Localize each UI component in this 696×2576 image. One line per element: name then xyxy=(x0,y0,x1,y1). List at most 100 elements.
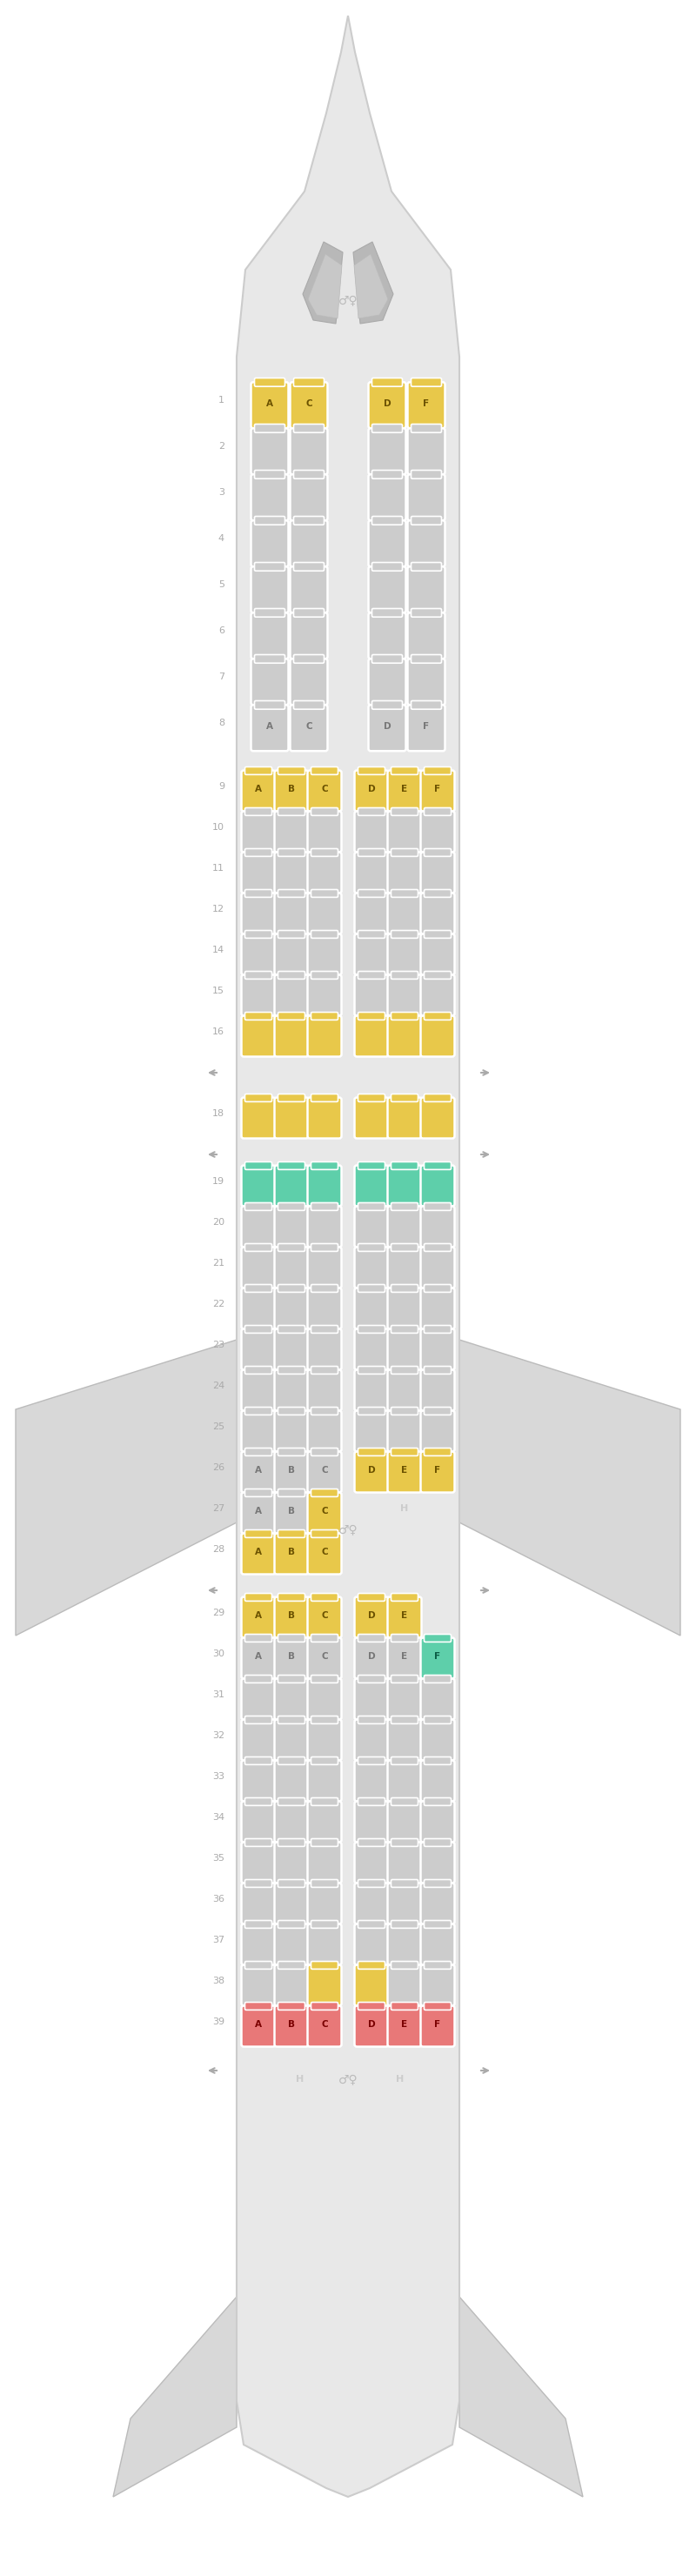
FancyBboxPatch shape xyxy=(245,1012,272,1020)
FancyBboxPatch shape xyxy=(242,935,276,974)
FancyBboxPatch shape xyxy=(245,1285,272,1293)
FancyBboxPatch shape xyxy=(391,1595,418,1602)
FancyBboxPatch shape xyxy=(242,1453,276,1492)
FancyBboxPatch shape xyxy=(308,1015,342,1056)
FancyBboxPatch shape xyxy=(358,1203,385,1211)
FancyBboxPatch shape xyxy=(420,811,454,853)
FancyBboxPatch shape xyxy=(274,1164,308,1206)
FancyBboxPatch shape xyxy=(354,1097,388,1139)
FancyBboxPatch shape xyxy=(408,613,445,659)
FancyBboxPatch shape xyxy=(372,654,402,662)
FancyBboxPatch shape xyxy=(372,425,402,433)
FancyBboxPatch shape xyxy=(274,1680,308,1721)
FancyBboxPatch shape xyxy=(308,1329,342,1370)
FancyBboxPatch shape xyxy=(274,1492,308,1533)
FancyBboxPatch shape xyxy=(424,1757,451,1765)
FancyBboxPatch shape xyxy=(245,1530,272,1538)
FancyBboxPatch shape xyxy=(294,471,324,479)
FancyBboxPatch shape xyxy=(311,1162,338,1170)
FancyBboxPatch shape xyxy=(358,1839,385,1847)
FancyBboxPatch shape xyxy=(308,1883,342,1924)
FancyBboxPatch shape xyxy=(372,471,402,479)
FancyBboxPatch shape xyxy=(242,1164,276,1206)
FancyBboxPatch shape xyxy=(311,971,338,979)
Text: A: A xyxy=(266,721,273,732)
FancyBboxPatch shape xyxy=(420,1288,454,1329)
FancyBboxPatch shape xyxy=(274,1329,308,1370)
FancyBboxPatch shape xyxy=(354,1206,388,1247)
FancyBboxPatch shape xyxy=(278,1633,305,1641)
Polygon shape xyxy=(113,2298,237,2496)
FancyBboxPatch shape xyxy=(242,1329,276,1370)
FancyBboxPatch shape xyxy=(411,608,441,618)
FancyBboxPatch shape xyxy=(358,1448,385,1455)
FancyBboxPatch shape xyxy=(245,768,272,775)
Text: 34: 34 xyxy=(212,1814,224,1821)
FancyBboxPatch shape xyxy=(308,1370,342,1412)
FancyBboxPatch shape xyxy=(242,853,276,894)
FancyBboxPatch shape xyxy=(242,1597,276,1638)
FancyBboxPatch shape xyxy=(278,848,305,855)
FancyBboxPatch shape xyxy=(308,1801,342,1842)
FancyBboxPatch shape xyxy=(245,1595,272,1602)
FancyBboxPatch shape xyxy=(388,894,422,935)
FancyBboxPatch shape xyxy=(354,1453,388,1492)
FancyBboxPatch shape xyxy=(242,1680,276,1721)
Text: F: F xyxy=(434,1466,441,1476)
FancyBboxPatch shape xyxy=(294,654,324,662)
FancyBboxPatch shape xyxy=(408,474,445,520)
FancyBboxPatch shape xyxy=(368,520,406,567)
FancyBboxPatch shape xyxy=(354,935,388,974)
FancyBboxPatch shape xyxy=(274,1097,308,1139)
FancyBboxPatch shape xyxy=(420,1015,454,1056)
Text: 37: 37 xyxy=(212,1935,224,1945)
FancyBboxPatch shape xyxy=(245,1162,272,1170)
FancyBboxPatch shape xyxy=(242,1965,276,2007)
FancyBboxPatch shape xyxy=(420,1164,454,1206)
Text: A: A xyxy=(255,1651,262,1662)
FancyBboxPatch shape xyxy=(388,1247,422,1288)
FancyBboxPatch shape xyxy=(411,562,441,572)
FancyBboxPatch shape xyxy=(278,1327,305,1334)
FancyBboxPatch shape xyxy=(391,1095,418,1103)
FancyBboxPatch shape xyxy=(278,768,305,775)
FancyBboxPatch shape xyxy=(311,889,338,896)
FancyBboxPatch shape xyxy=(255,654,285,662)
FancyBboxPatch shape xyxy=(245,1489,272,1497)
FancyBboxPatch shape xyxy=(255,515,285,526)
Text: E: E xyxy=(402,2020,408,2030)
FancyBboxPatch shape xyxy=(420,1883,454,1924)
FancyBboxPatch shape xyxy=(368,706,406,752)
FancyBboxPatch shape xyxy=(245,1757,272,1765)
Text: D: D xyxy=(367,786,375,793)
FancyBboxPatch shape xyxy=(388,1801,422,1842)
FancyBboxPatch shape xyxy=(388,1453,422,1492)
FancyBboxPatch shape xyxy=(391,848,418,855)
FancyBboxPatch shape xyxy=(358,848,385,855)
FancyBboxPatch shape xyxy=(388,1965,422,2007)
Text: D: D xyxy=(383,399,391,407)
FancyBboxPatch shape xyxy=(245,1880,272,1888)
Text: 7: 7 xyxy=(219,672,224,680)
FancyBboxPatch shape xyxy=(274,1412,308,1453)
FancyBboxPatch shape xyxy=(311,1095,338,1103)
FancyBboxPatch shape xyxy=(251,613,288,659)
FancyBboxPatch shape xyxy=(411,379,441,386)
FancyBboxPatch shape xyxy=(391,1406,418,1414)
Text: 24: 24 xyxy=(212,1381,224,1391)
FancyBboxPatch shape xyxy=(242,1015,276,1056)
FancyBboxPatch shape xyxy=(391,809,418,817)
FancyBboxPatch shape xyxy=(308,770,342,811)
FancyBboxPatch shape xyxy=(245,2002,272,2009)
FancyBboxPatch shape xyxy=(278,1839,305,1847)
FancyBboxPatch shape xyxy=(358,1595,385,1602)
FancyBboxPatch shape xyxy=(358,1880,385,1888)
Text: 16: 16 xyxy=(212,1028,224,1036)
FancyBboxPatch shape xyxy=(242,1533,276,1574)
FancyBboxPatch shape xyxy=(388,1924,422,1965)
FancyBboxPatch shape xyxy=(278,1595,305,1602)
Text: 9: 9 xyxy=(219,783,224,791)
FancyBboxPatch shape xyxy=(424,1406,451,1414)
FancyBboxPatch shape xyxy=(358,2002,385,2009)
FancyBboxPatch shape xyxy=(391,1757,418,1765)
